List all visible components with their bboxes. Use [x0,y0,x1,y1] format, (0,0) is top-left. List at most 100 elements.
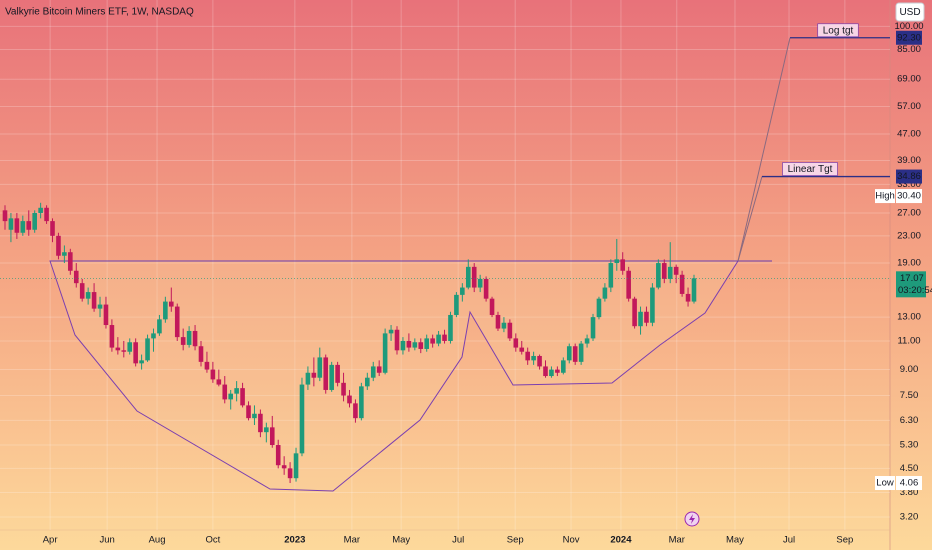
candle-body [26,221,32,230]
candle-body [376,366,382,373]
y-tick-label: 4.50 [900,463,919,474]
candle-body [323,357,329,390]
y-tick-label: 13.00 [897,312,921,323]
candle-body [169,301,174,307]
candles [2,202,697,484]
candle-body [252,413,257,419]
candle-body [465,266,471,288]
candle-body [281,465,287,469]
chart-title: Valkyrie Bitcoin Miners ETF, 1W, NASDAQ [5,7,194,18]
price-label-box [896,169,922,184]
candle-body [578,343,584,362]
candle-body [73,270,79,284]
candle-body [305,372,311,385]
candle-body [531,355,536,361]
currency-button[interactable] [895,2,925,22]
candle-body [269,427,275,446]
candle-body [596,298,602,318]
candle-body [44,207,49,222]
x-tick-label: Jun [99,535,114,546]
candle-body [584,338,590,344]
candle-body [180,337,186,345]
candle-body [216,379,222,385]
candle-body [329,364,334,390]
candle-body [121,350,127,352]
candle-body [424,338,430,349]
y-tick-label: 3.80 [900,487,919,498]
cup-handle-pattern [49,260,739,492]
candle-body [679,274,685,294]
candle-body [151,333,156,339]
low-name: Low [876,478,894,489]
candle-body [347,395,352,404]
candle-body [311,372,317,378]
candle-body [246,405,251,419]
candle-body [656,263,661,288]
candle-body [406,340,412,348]
x-tick-label: 2023 [284,535,305,546]
event-icon-glyph [689,514,695,524]
candle-body [264,427,269,433]
candle-body [394,329,400,351]
candle-body [85,292,91,299]
y-tick-label: 7.50 [900,390,919,401]
candle-body [471,266,477,288]
x-tick-label: Aug [149,535,166,546]
y-tick-label: 19.00 [897,258,921,269]
candle-body [614,259,620,264]
candle-body [91,292,97,309]
candle-body [14,218,20,233]
candle-body [572,346,578,362]
x-tick-label: Sep [836,535,853,546]
last-price: 17.07 [900,273,924,284]
candle-body [68,252,73,271]
candle-body [620,259,626,271]
candle-body [115,347,121,351]
candle-body [2,210,8,222]
candle-body [513,338,519,348]
target-label-box [782,162,838,176]
high-name-box [875,189,895,204]
candle-body [204,361,210,370]
candle-body [139,360,144,364]
candle-body [287,468,293,479]
target-label: Log tgt [823,25,854,36]
candle-body [198,346,204,362]
candle-body [240,388,245,406]
candle-body [566,346,572,361]
candle-body [299,384,305,454]
candle-body [400,340,406,351]
candle-body [234,388,239,394]
y-tick-label: 85.00 [897,44,921,55]
high-value: 30.40 [897,191,921,202]
currency[interactable]: USD [899,7,920,18]
candle-body [555,369,560,373]
candle-body [460,287,465,295]
y-tick-label: 6.30 [900,415,919,426]
candle-body [483,278,489,299]
candle-body [38,207,43,213]
candle-body [163,301,168,320]
high-name: High [875,191,895,202]
candle-body [56,235,61,256]
candle-body [62,252,67,256]
candle-body [495,314,501,329]
candle-body [501,322,507,329]
candle-body [685,293,691,302]
y-tick-label: 5.30 [900,440,919,451]
candle-body [370,366,376,378]
candle-body [20,221,26,233]
candle-body [418,342,424,349]
price-label: 34.86 [897,171,921,182]
candle-body [525,351,530,361]
candle-body [109,325,115,348]
candle-body [590,317,596,339]
x-tick-label: Mar [344,535,360,546]
candle-body [667,266,673,279]
candle-body [608,263,614,288]
candle-body [222,384,228,400]
high-value-box [896,189,922,204]
candle-body [335,364,340,383]
